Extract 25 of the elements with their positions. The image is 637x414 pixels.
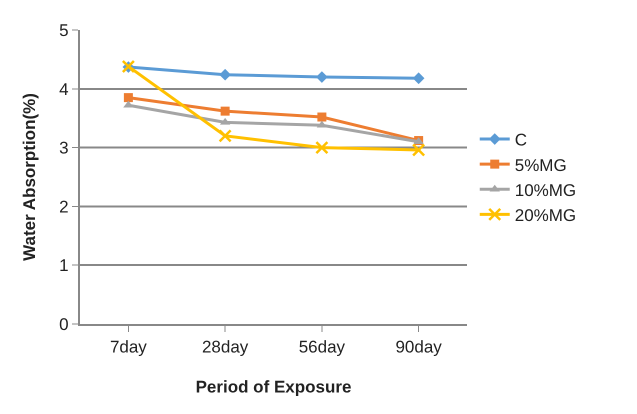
y-tick-label: 0 [59, 314, 69, 334]
point [219, 68, 231, 81]
point [317, 112, 326, 122]
point [220, 106, 230, 116]
legend-label: 10%MG [514, 180, 576, 200]
point [124, 93, 133, 102]
x-tick-label: 7day [110, 337, 148, 356]
y-axis-title: Water Absorption(%) [20, 93, 39, 261]
x-axis-title: Period of Exposure [196, 377, 352, 396]
point [316, 71, 328, 83]
x-tick-label: 28day [202, 337, 249, 356]
y-tick-label: 2 [59, 197, 69, 216]
x-tick-label: 56day [298, 337, 346, 356]
point [218, 129, 232, 143]
y-tick-label: 3 [59, 138, 69, 158]
point [412, 143, 426, 157]
legend-label: C [514, 130, 528, 150]
legend-label: 5%MG [514, 156, 567, 175]
point [315, 140, 329, 154]
x-tick-label: 90day [395, 337, 442, 356]
legend-label: 20%MG [514, 206, 576, 225]
point [412, 72, 424, 84]
y-tick-label: 1 [59, 256, 69, 276]
y-tick-label: 4 [59, 80, 69, 99]
y-tick-label: 5 [59, 20, 69, 40]
